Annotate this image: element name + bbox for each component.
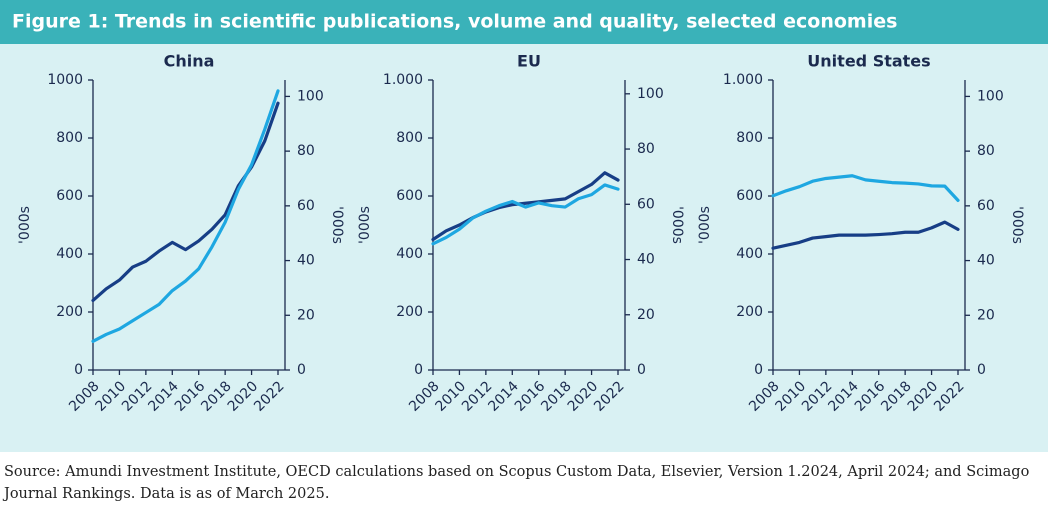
y2-tick-label: 80: [297, 143, 315, 159]
y2-tick-label: 100: [637, 86, 664, 102]
y-tick-label: 0: [414, 362, 423, 378]
y2-tick-label: 80: [637, 141, 655, 157]
y-tick-label: 600: [396, 188, 423, 204]
series-line: [771, 220, 960, 250]
panel-title: United States: [807, 52, 930, 71]
series-line: [771, 174, 960, 202]
y2-tick-label: 40: [977, 253, 995, 269]
y-tick-label: 400: [396, 246, 423, 262]
y-axis-label: '000s: [17, 206, 33, 244]
y2-axis-label: '000s: [1009, 206, 1025, 244]
y2-tick-label: 0: [297, 362, 306, 378]
y-tick-label: 1.000: [383, 72, 423, 88]
y2-tick-label: 40: [297, 253, 315, 269]
y2-tick-label: 0: [637, 362, 646, 378]
y2-tick-label: 60: [977, 198, 995, 214]
y2-tick-label: 60: [637, 196, 655, 212]
figure-title: Figure 1: Trends in scientific publicati…: [12, 11, 897, 33]
y-tick-label: 1000: [47, 72, 83, 88]
y2-tick-label: 40: [637, 252, 655, 268]
y-axis-label: '000s: [697, 206, 713, 244]
y2-tick-label: 20: [977, 307, 995, 323]
header-bar: [0, 0, 1048, 44]
y2-tick-label: 20: [637, 307, 655, 323]
series-line: [431, 171, 620, 242]
panel-title: China: [164, 52, 215, 71]
y-tick-label: 1.000: [723, 72, 763, 88]
series-line: [91, 89, 280, 343]
source-note: Source: Amundi Investment Institute, OEC…: [4, 464, 1030, 502]
y2-axis-label: '000s: [669, 206, 685, 244]
y2-axis-label: '000s: [329, 206, 345, 244]
y-tick-label: 200: [56, 304, 83, 320]
y-tick-label: 600: [736, 188, 763, 204]
y2-tick-label: 20: [297, 307, 315, 323]
y-tick-label: 200: [396, 304, 423, 320]
y-tick-label: 600: [56, 188, 83, 204]
y-tick-label: 400: [56, 246, 83, 262]
y2-tick-label: 100: [977, 88, 1004, 104]
y-tick-label: 400: [736, 246, 763, 262]
y2-tick-label: 0: [977, 362, 986, 378]
y-axis-label: '000s: [357, 206, 373, 244]
y-tick-label: 0: [754, 362, 763, 378]
figure: Figure 1: Trends in scientific publicati…: [0, 0, 1048, 452]
series-line: [431, 183, 620, 246]
y2-tick-label: 60: [297, 198, 315, 214]
panel-title: EU: [517, 52, 541, 71]
y2-tick-label: 100: [297, 88, 324, 104]
y-tick-label: 800: [396, 130, 423, 146]
y2-tick-label: 80: [977, 143, 995, 159]
y-tick-label: 800: [56, 130, 83, 146]
y-tick-label: 800: [736, 130, 763, 146]
y-tick-label: 200: [736, 304, 763, 320]
y-tick-label: 0: [74, 362, 83, 378]
panel-background: [0, 44, 1048, 452]
